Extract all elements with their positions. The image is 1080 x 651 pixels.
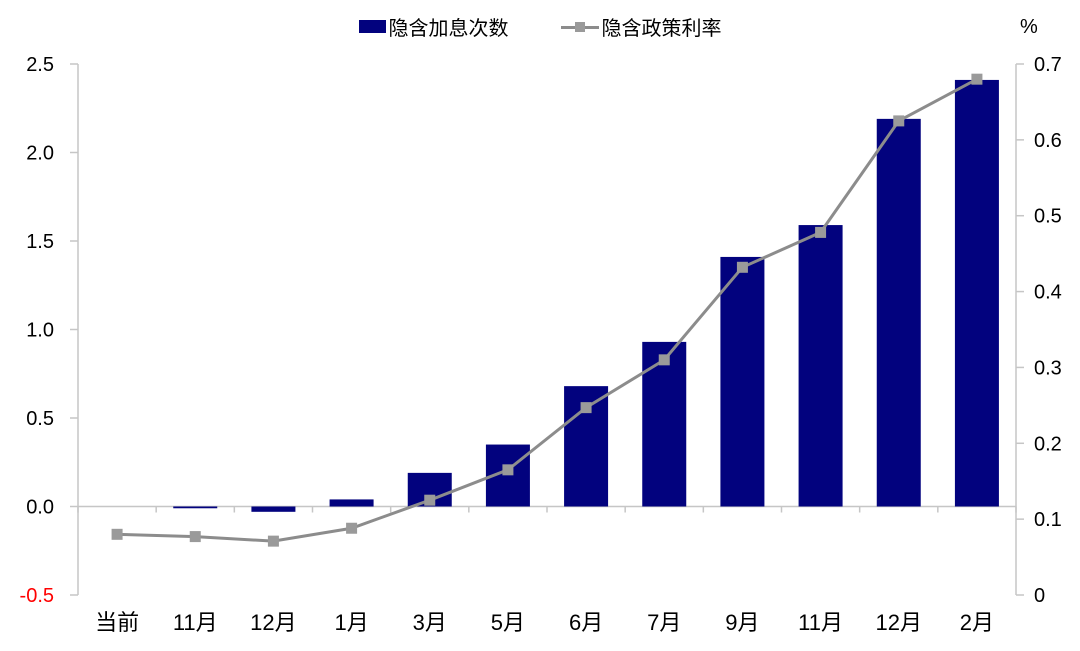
line-marker-12月 (267, 535, 279, 547)
x-axis-label-1: 11月 (173, 610, 218, 635)
bar-1月 (329, 499, 374, 507)
line-marker-9月 (736, 261, 748, 273)
line-marker-7月 (658, 354, 670, 366)
line-marker-3月 (424, 494, 436, 506)
right-axis-tick-label: 0.3 (1034, 357, 1062, 379)
left-axis-tick-label: 1.0 (26, 320, 54, 342)
chart-legend: 隐含加息次数 隐含政策利率 (0, 12, 1080, 41)
left-axis-tick-label: 2.0 (26, 143, 54, 165)
x-axis-label-11: 2月 (960, 610, 994, 635)
line-marker-2月 (971, 73, 983, 85)
policy-rate-line (117, 77, 978, 543)
legend-label-policy-rate: 隐含政策利率 (601, 18, 722, 40)
x-axis-label-4: 3月 (413, 610, 447, 635)
line-marker-当前 (111, 528, 123, 540)
bar-series-swatch-icon (358, 20, 386, 33)
x-axis-label-9: 11月 (798, 610, 843, 635)
right-axis-tick-label: 0.2 (1034, 433, 1062, 455)
x-axis-label-2: 12月 (250, 610, 296, 635)
right-axis-tick-label: 0.6 (1034, 130, 1062, 152)
bar-7月 (642, 341, 687, 507)
left-axis-tick-label: -0.5 (20, 585, 54, 607)
right-axis-tick-label: 0 (1034, 585, 1045, 607)
legend-item-hike-count: 隐含加息次数 (358, 12, 509, 41)
right-axis-unit-label: % (1020, 16, 1038, 38)
x-axis-label-10: 12月 (876, 610, 922, 635)
x-axis-label-8: 9月 (725, 610, 759, 635)
right-axis-tick-label: 0.5 (1034, 206, 1062, 228)
bar-9月 (720, 256, 765, 507)
right-axis-tick-label: 0.7 (1034, 54, 1062, 76)
bar-12月 (251, 506, 296, 512)
line-marker-6月 (580, 402, 592, 414)
legend-item-policy-rate: 隐含政策利率 (560, 12, 722, 41)
x-axis-label-0: 当前 (95, 610, 139, 635)
left-axis-tick-label: 2.5 (26, 54, 54, 76)
line-marker-11月 (815, 226, 827, 238)
line-series-swatch-icon (560, 20, 599, 34)
right-axis-tick-label: 0.4 (1034, 282, 1062, 304)
line-marker-12月 (893, 115, 905, 127)
left-axis-tick-label: 0.0 (26, 497, 54, 519)
x-axis-label-6: 6月 (569, 610, 603, 635)
left-axis-tick-label: 1.5 (26, 231, 54, 253)
line-marker-5月 (502, 464, 514, 476)
x-axis-label-3: 1月 (334, 610, 368, 635)
bar-11月 (798, 225, 843, 507)
bar-11月 (173, 506, 218, 509)
line-marker-1月 (346, 522, 358, 534)
bar-12月 (876, 118, 921, 507)
x-axis-label-7: 7月 (647, 610, 681, 635)
line-series-swatch-square (574, 21, 585, 32)
left-axis-tick-label: 0.5 (26, 408, 54, 430)
line-marker-11月 (189, 531, 201, 543)
bar-2月 (954, 79, 999, 507)
x-axis-label-5: 5月 (491, 610, 525, 635)
right-axis-tick-label: 0.1 (1034, 509, 1062, 531)
legend-label-hike-count: 隐含加息次数 (388, 18, 509, 40)
